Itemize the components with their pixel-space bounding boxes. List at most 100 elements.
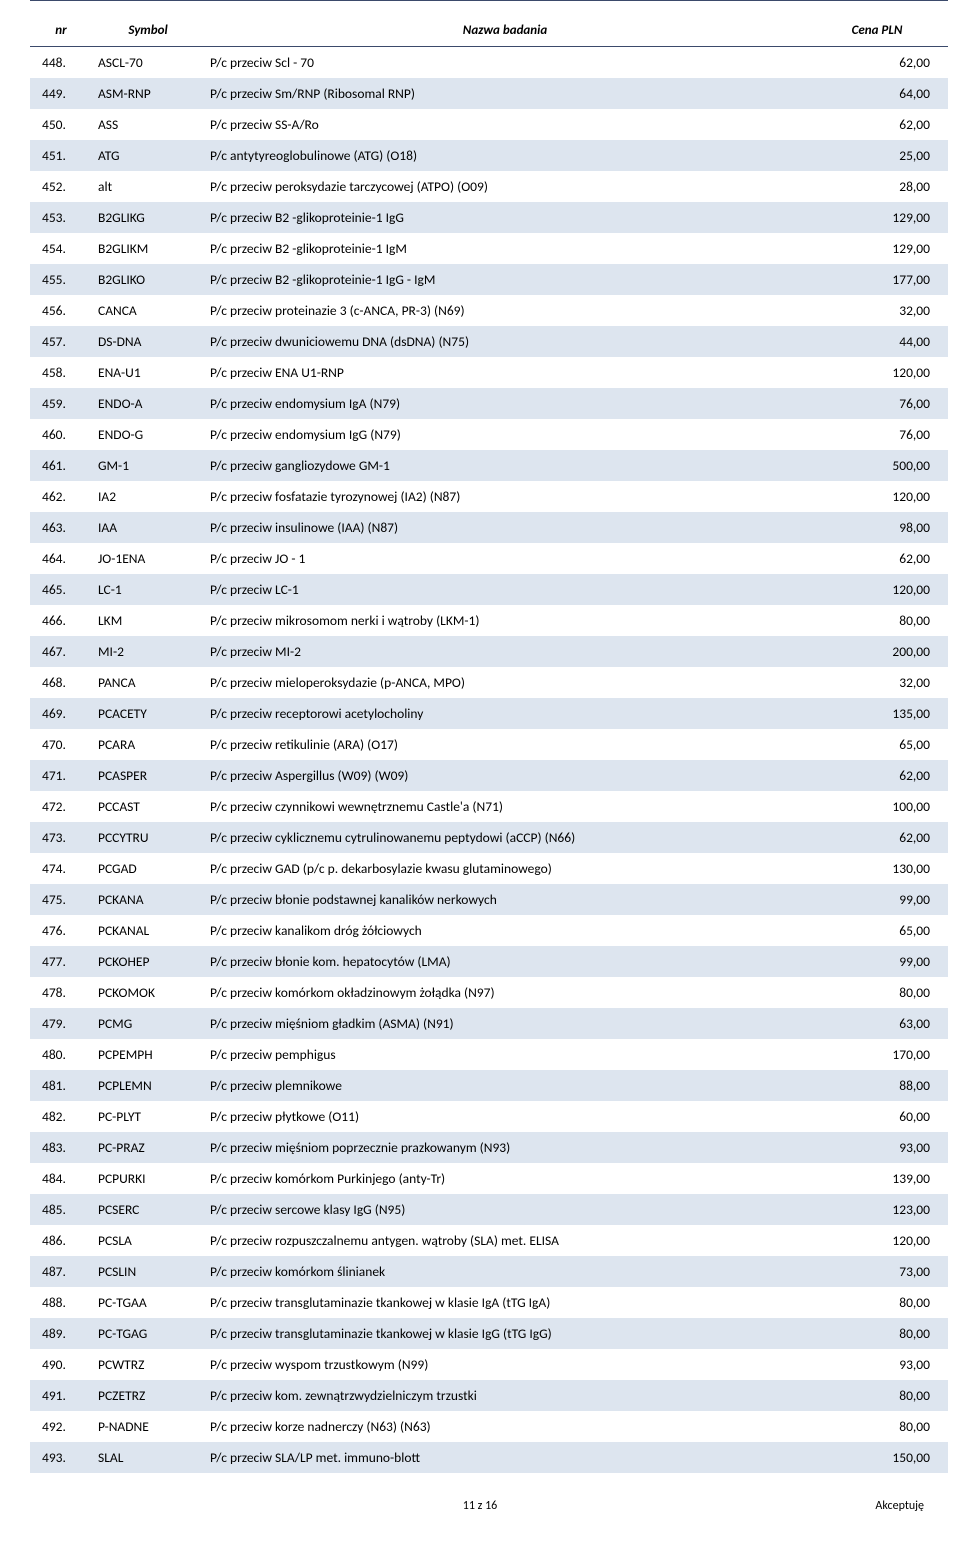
header-nr: nr	[30, 1, 92, 47]
cell-price: 120,00	[806, 481, 948, 512]
cell-symbol: PCWTRZ	[92, 1349, 204, 1380]
cell-symbol: PCGAD	[92, 853, 204, 884]
cell-name: P/c przeciw JO - 1	[204, 543, 806, 574]
cell-name: P/c przeciw Sm/RNP (Ribosomal RNP)	[204, 78, 806, 109]
cell-symbol: PCKANAL	[92, 915, 204, 946]
cell-name: P/c przeciw płytkowe (O11)	[204, 1101, 806, 1132]
cell-price: 28,00	[806, 171, 948, 202]
table-row: 479.PCMGP/c przeciw mięśniom gładkim (AS…	[30, 1008, 948, 1039]
table-row: 459.ENDO-AP/c przeciw endomysium IgA (N7…	[30, 388, 948, 419]
cell-price: 80,00	[806, 605, 948, 636]
table-row: 461.GM-1P/c przeciw gangliozydowe GM-150…	[30, 450, 948, 481]
table-row: 453.B2GLIKGP/c przeciw B2 -glikoproteini…	[30, 202, 948, 233]
cell-name: P/c przeciw SS-A/Ro	[204, 109, 806, 140]
cell-symbol: PCPEMPH	[92, 1039, 204, 1070]
cell-nr: 454.	[30, 233, 92, 264]
cell-name: P/c przeciw rozpuszczalnemu antygen. wąt…	[204, 1225, 806, 1256]
cell-symbol: CANCA	[92, 295, 204, 326]
cell-nr: 458.	[30, 357, 92, 388]
cell-symbol: PC-PRAZ	[92, 1132, 204, 1163]
cell-name: P/c przeciw mieloperoksydazie (p-ANCA, M…	[204, 667, 806, 698]
table-row: 449.ASM-RNPP/c przeciw Sm/RNP (Ribosomal…	[30, 78, 948, 109]
table-row: 473.PCCYTRUP/c przeciw cyklicznemu cytru…	[30, 822, 948, 853]
cell-price: 62,00	[806, 543, 948, 574]
cell-price: 62,00	[806, 822, 948, 853]
cell-name: P/c przeciw LC-1	[204, 574, 806, 605]
cell-symbol: PCSLIN	[92, 1256, 204, 1287]
table-row: 448.ASCL-70P/c przeciw Scl - 7062,00	[30, 47, 948, 79]
table-body: 448.ASCL-70P/c przeciw Scl - 7062,00449.…	[30, 47, 948, 1474]
cell-price: 500,00	[806, 450, 948, 481]
cell-symbol: ASM-RNP	[92, 78, 204, 109]
cell-price: 25,00	[806, 140, 948, 171]
cell-symbol: P-NADNE	[92, 1411, 204, 1442]
cell-symbol: PCCYTRU	[92, 822, 204, 853]
cell-price: 60,00	[806, 1101, 948, 1132]
cell-price: 120,00	[806, 1225, 948, 1256]
cell-name: P/c przeciw komórkom okładzinowym żołądk…	[204, 977, 806, 1008]
cell-name: P/c przeciw B2 -glikoproteinie-1 IgG - I…	[204, 264, 806, 295]
cell-name: P/c przeciw błonie podstawnej kanalików …	[204, 884, 806, 915]
table-row: 488.PC-TGAAP/c przeciw transglutaminazie…	[30, 1287, 948, 1318]
cell-nr: 452.	[30, 171, 92, 202]
cell-nr: 463.	[30, 512, 92, 543]
table-row: 487.PCSLINP/c przeciw komórkom ślinianek…	[30, 1256, 948, 1287]
cell-price: 80,00	[806, 1287, 948, 1318]
table-row: 466.LKMP/c przeciw mikrosomom nerki i wą…	[30, 605, 948, 636]
table-row: 455.B2GLIKOP/c przeciw B2 -glikoproteini…	[30, 264, 948, 295]
table-row: 471.PCASPERP/c przeciw Aspergillus (W09)…	[30, 760, 948, 791]
cell-symbol: ENDO-G	[92, 419, 204, 450]
cell-symbol: PC-PLYT	[92, 1101, 204, 1132]
table-row: 484.PCPURKIP/c przeciw komórkom Purkinje…	[30, 1163, 948, 1194]
cell-nr: 490.	[30, 1349, 92, 1380]
table-row: 469.PCACETYP/c przeciw receptorowi acety…	[30, 698, 948, 729]
cell-price: 32,00	[806, 295, 948, 326]
cell-symbol: IA2	[92, 481, 204, 512]
cell-name: P/c przeciw retikulinie (ARA) (O17)	[204, 729, 806, 760]
table-row: 485.PCSERCP/c przeciw sercowe klasy IgG …	[30, 1194, 948, 1225]
cell-name: P/c przeciw gangliozydowe GM-1	[204, 450, 806, 481]
cell-price: 65,00	[806, 915, 948, 946]
cell-nr: 459.	[30, 388, 92, 419]
cell-symbol: ATG	[92, 140, 204, 171]
cell-symbol: PC-TGAG	[92, 1318, 204, 1349]
header-symbol: Symbol	[92, 1, 204, 47]
cell-nr: 491.	[30, 1380, 92, 1411]
cell-price: 80,00	[806, 1380, 948, 1411]
cell-symbol: LC-1	[92, 574, 204, 605]
cell-price: 170,00	[806, 1039, 948, 1070]
cell-nr: 474.	[30, 853, 92, 884]
table-row: 477.PCKOHEPP/c przeciw błonie kom. hepat…	[30, 946, 948, 977]
table-row: 464.JO-1ENAP/c przeciw JO - 162,00	[30, 543, 948, 574]
cell-nr: 451.	[30, 140, 92, 171]
table-row: 486.PCSLAP/c przeciw rozpuszczalnemu ant…	[30, 1225, 948, 1256]
cell-nr: 489.	[30, 1318, 92, 1349]
cell-nr: 478.	[30, 977, 92, 1008]
cell-name: P/c przeciw komórkom ślinianek	[204, 1256, 806, 1287]
cell-symbol: ASCL-70	[92, 47, 204, 79]
cell-symbol: PCKOMOK	[92, 977, 204, 1008]
table-row: 478.PCKOMOKP/c przeciw komórkom okładzin…	[30, 977, 948, 1008]
cell-name: P/c przeciw B2 -glikoproteinie-1 IgG	[204, 202, 806, 233]
cell-nr: 465.	[30, 574, 92, 605]
cell-name: P/c przeciw pemphigus	[204, 1039, 806, 1070]
cell-symbol: PCZETRZ	[92, 1380, 204, 1411]
cell-symbol: PCKOHEP	[92, 946, 204, 977]
table-row: 475.PCKANAP/c przeciw błonie podstawnej …	[30, 884, 948, 915]
cell-symbol: PANCA	[92, 667, 204, 698]
table-row: 480.PCPEMPHP/c przeciw pemphigus170,00	[30, 1039, 948, 1070]
cell-nr: 462.	[30, 481, 92, 512]
cell-nr: 475.	[30, 884, 92, 915]
cell-name: P/c przeciw sercowe klasy IgG (N95)	[204, 1194, 806, 1225]
cell-price: 73,00	[806, 1256, 948, 1287]
cell-price: 93,00	[806, 1349, 948, 1380]
cell-name: P/c przeciw Aspergillus (W09) (W09)	[204, 760, 806, 791]
table-row: 492.P-NADNEP/c przeciw korze nadnerczy (…	[30, 1411, 948, 1442]
cell-name: P/c przeciw mikrosomom nerki i wątroby (…	[204, 605, 806, 636]
cell-nr: 466.	[30, 605, 92, 636]
cell-symbol: B2GLIKO	[92, 264, 204, 295]
cell-name: P/c przeciw mięśniom gładkim (ASMA) (N91…	[204, 1008, 806, 1039]
cell-price: 32,00	[806, 667, 948, 698]
cell-symbol: PCKANA	[92, 884, 204, 915]
table-row: 468.PANCAP/c przeciw mieloperoksydazie (…	[30, 667, 948, 698]
